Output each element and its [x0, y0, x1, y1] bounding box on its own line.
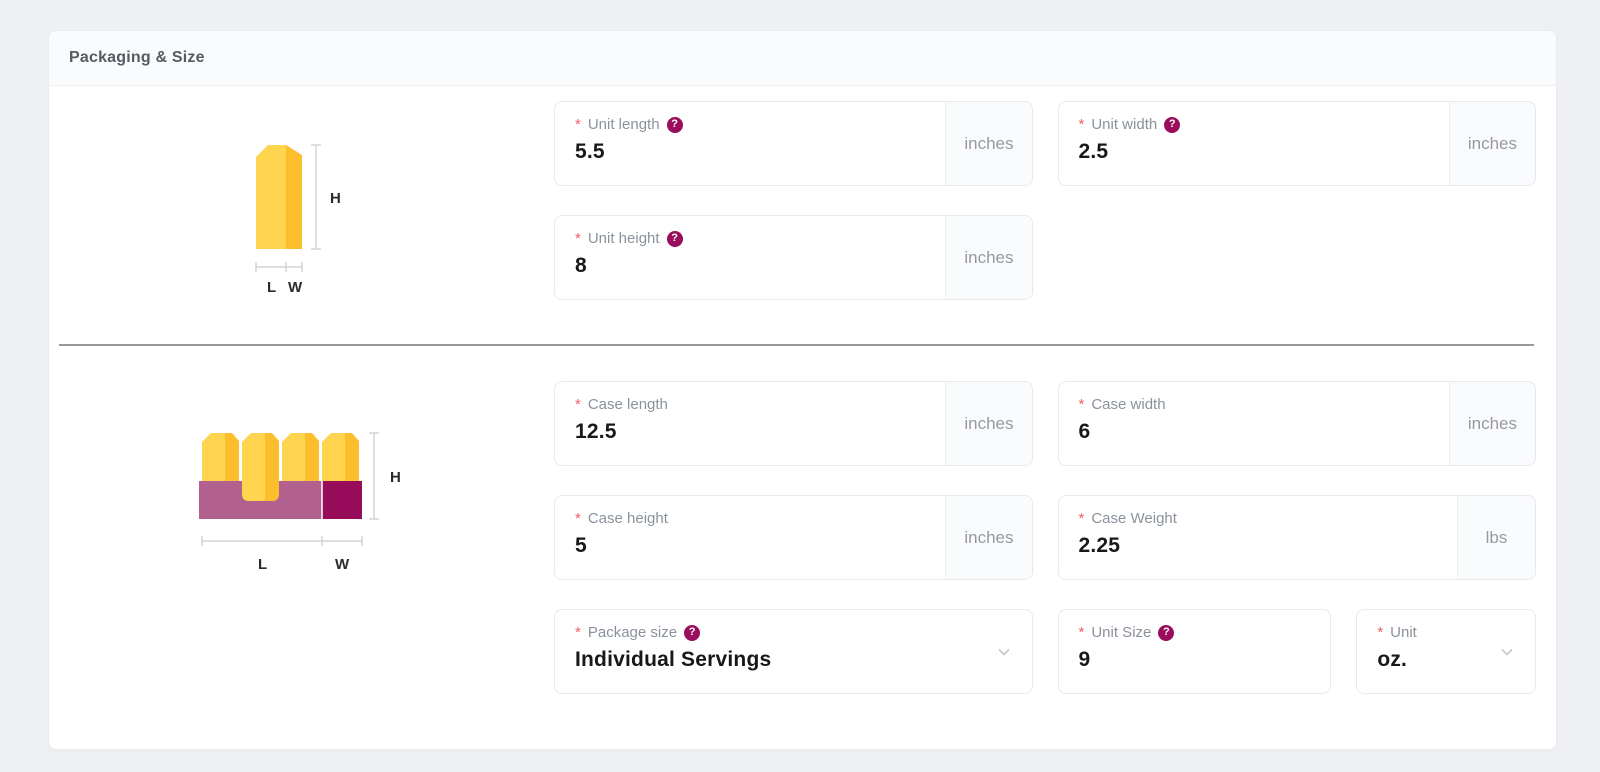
required-mark: *: [575, 396, 581, 413]
chevron-down-icon[interactable]: [1499, 644, 1515, 660]
unit-length-unit-addon: inches: [945, 102, 1032, 185]
unit-package-illustration: H L W: [254, 144, 341, 296]
case-length-unit-addon: inches: [945, 382, 1032, 465]
required-mark: *: [575, 230, 581, 247]
case-weight-label: * Case Weight: [1078, 510, 1177, 527]
case-width-dim-label: W: [335, 556, 350, 573]
unit-height-dim-label: H: [330, 190, 341, 207]
case-package-illustration: H L W: [199, 432, 401, 573]
package-size-label: * Package size ?: [575, 624, 1032, 641]
case-weight-unit-addon: lbs: [1457, 496, 1535, 579]
unit-height-label: * Unit height ?: [575, 230, 945, 247]
case-illustration-column: H L W: [49, 381, 554, 694]
unit-width-unit-addon: inches: [1448, 102, 1535, 185]
unit-select[interactable]: * Unit oz.: [1356, 609, 1536, 694]
unit-width-dim-label: W: [288, 279, 303, 296]
unit-height-field[interactable]: * Unit height ? 8 inches: [554, 215, 1033, 300]
unit-length-dim-label: L: [267, 279, 276, 296]
unit-length-value[interactable]: 5.5: [575, 140, 605, 163]
package-size-select[interactable]: * Package size ? Individual Servings: [554, 609, 1033, 694]
help-icon[interactable]: ?: [1164, 116, 1181, 133]
case-length-field[interactable]: * Case length 12.5 inches: [554, 381, 1033, 466]
required-mark: *: [1377, 624, 1384, 641]
package-size-value[interactable]: Individual Servings: [575, 648, 772, 671]
unit-label: * Unit: [1377, 624, 1417, 641]
required-mark: *: [1078, 510, 1085, 527]
unit-size-value[interactable]: 9: [1078, 648, 1091, 671]
case-weight-value[interactable]: 2.25: [1078, 534, 1121, 557]
unit-form-grid: * Unit length ? 5.5 inches * Unit width …: [554, 101, 1536, 300]
case-length-dim-label: L: [258, 556, 267, 573]
case-width-field[interactable]: * Case width 6 inches: [1057, 381, 1536, 466]
chevron-down-icon[interactable]: [996, 644, 1012, 660]
unit-width-field[interactable]: * Unit width ? 2.5 inches: [1057, 101, 1536, 186]
case-width-value[interactable]: 6: [1078, 420, 1091, 443]
case-weight-field[interactable]: * Case Weight 2.25 lbs: [1057, 495, 1536, 580]
required-mark: *: [575, 624, 581, 641]
case-width-label: * Case width: [1078, 396, 1166, 413]
case-height-dim-label: H: [390, 469, 401, 486]
required-mark: *: [1078, 116, 1085, 133]
help-icon[interactable]: ?: [684, 624, 701, 641]
unit-width-value[interactable]: 2.5: [1078, 140, 1109, 163]
case-height-field[interactable]: * Case height 5 inches: [554, 495, 1033, 580]
unit-height-value[interactable]: 8: [575, 254, 587, 277]
unit-size-field[interactable]: * Unit Size ? 9: [1057, 609, 1332, 694]
case-section: H L W * Case length 12.5 inches: [49, 346, 1556, 749]
packaging-size-card: Packaging & Size H L W: [48, 30, 1557, 750]
help-icon[interactable]: ?: [1158, 624, 1175, 641]
unit-size-label: * Unit Size ?: [1079, 624, 1331, 641]
required-mark: *: [1078, 624, 1085, 641]
unit-height-unit-addon: inches: [945, 216, 1032, 299]
package-info-row: * Package size ? Individual Servings *: [554, 609, 1536, 694]
empty-cell: [1058, 215, 1537, 300]
required-mark: *: [575, 116, 581, 133]
section-divider: [59, 344, 1534, 346]
case-length-value[interactable]: 12.5: [575, 420, 617, 443]
unit-length-field[interactable]: * Unit length ? 5.5 inches: [554, 101, 1033, 186]
unit-value[interactable]: oz.: [1377, 648, 1408, 671]
case-width-unit-addon: inches: [1448, 382, 1535, 465]
case-form-grid: * Case length 12.5 inches * Case width 6…: [554, 381, 1536, 694]
case-length-label: * Case length: [575, 396, 668, 413]
help-icon[interactable]: ?: [666, 230, 683, 247]
case-height-unit-addon: inches: [945, 496, 1032, 579]
card-header: Packaging & Size: [49, 31, 1556, 86]
unit-width-label: * Unit width ?: [1079, 116, 1449, 133]
required-mark: *: [575, 510, 581, 527]
unit-section: H L W * Unit length ? 5.5: [49, 86, 1556, 314]
case-height-label: * Case height: [575, 510, 668, 527]
required-mark: *: [1078, 396, 1085, 413]
unit-length-label: * Unit length ?: [575, 116, 945, 133]
case-height-value[interactable]: 5: [575, 534, 587, 557]
section-title: Packaging & Size: [69, 49, 205, 66]
help-icon[interactable]: ?: [666, 116, 683, 133]
unit-illustration-column: H L W: [49, 101, 554, 300]
